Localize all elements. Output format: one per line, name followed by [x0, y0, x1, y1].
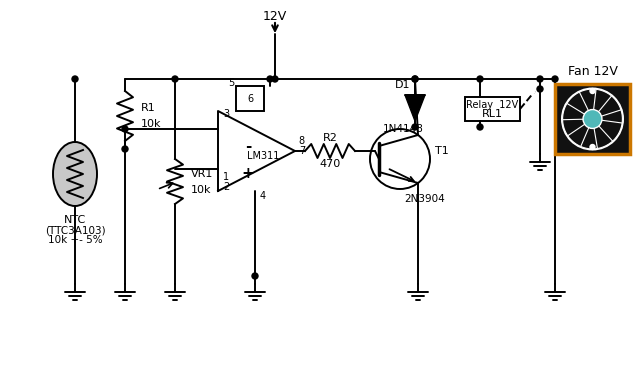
Polygon shape	[598, 120, 622, 141]
Polygon shape	[563, 103, 585, 124]
Circle shape	[583, 110, 602, 128]
Polygon shape	[565, 92, 589, 115]
Circle shape	[477, 76, 483, 82]
Text: 10k +- 5%: 10k +- 5%	[48, 235, 102, 245]
Circle shape	[72, 76, 78, 82]
Polygon shape	[592, 89, 612, 112]
Polygon shape	[568, 124, 590, 148]
Text: 2: 2	[223, 182, 229, 192]
Text: 12V: 12V	[263, 10, 287, 23]
Circle shape	[412, 76, 418, 82]
Circle shape	[272, 76, 278, 82]
Bar	[465, 97, 520, 121]
Text: 1N4148: 1N4148	[383, 124, 424, 134]
Circle shape	[590, 145, 595, 149]
Polygon shape	[581, 127, 601, 149]
Circle shape	[477, 124, 483, 130]
Text: NTC: NTC	[64, 215, 86, 225]
Polygon shape	[600, 106, 622, 127]
Circle shape	[252, 273, 258, 279]
Text: -: -	[245, 138, 251, 154]
Text: R2: R2	[323, 133, 337, 143]
Text: 8: 8	[298, 136, 304, 146]
Circle shape	[122, 146, 128, 152]
Text: Relay  12V: Relay 12V	[466, 100, 518, 110]
Text: VR1: VR1	[191, 169, 213, 179]
Text: LM311: LM311	[247, 151, 279, 161]
Circle shape	[267, 76, 273, 82]
Bar	[555, 84, 630, 154]
Text: 5: 5	[228, 78, 234, 88]
Polygon shape	[563, 119, 586, 139]
Polygon shape	[597, 94, 621, 116]
Text: 7: 7	[299, 146, 305, 156]
Circle shape	[537, 76, 543, 82]
Text: T1: T1	[435, 146, 449, 156]
Circle shape	[561, 87, 624, 151]
Circle shape	[172, 76, 178, 82]
Text: D1: D1	[395, 80, 410, 90]
Text: 6: 6	[247, 93, 253, 103]
Circle shape	[530, 145, 535, 149]
Text: 470: 470	[319, 159, 341, 169]
Polygon shape	[405, 95, 425, 121]
Text: Fan 12V: Fan 12V	[567, 65, 618, 77]
Polygon shape	[576, 89, 596, 111]
Text: +: +	[242, 166, 254, 180]
Ellipse shape	[53, 142, 97, 206]
Text: RL1: RL1	[482, 109, 503, 119]
Circle shape	[530, 89, 535, 93]
Text: 10k: 10k	[141, 119, 162, 129]
Circle shape	[537, 86, 543, 92]
Circle shape	[122, 126, 128, 132]
Bar	[236, 86, 264, 111]
Circle shape	[552, 76, 558, 82]
Circle shape	[412, 76, 418, 82]
Polygon shape	[594, 125, 615, 148]
Text: 10k: 10k	[191, 184, 211, 194]
Circle shape	[412, 124, 418, 130]
Text: 1: 1	[223, 172, 229, 182]
Text: R1: R1	[141, 103, 156, 113]
Text: 2N3904: 2N3904	[404, 194, 446, 204]
Text: (TTC3A103): (TTC3A103)	[44, 225, 106, 235]
Circle shape	[590, 89, 595, 93]
Text: 4: 4	[260, 191, 266, 201]
Text: 3: 3	[223, 109, 229, 119]
